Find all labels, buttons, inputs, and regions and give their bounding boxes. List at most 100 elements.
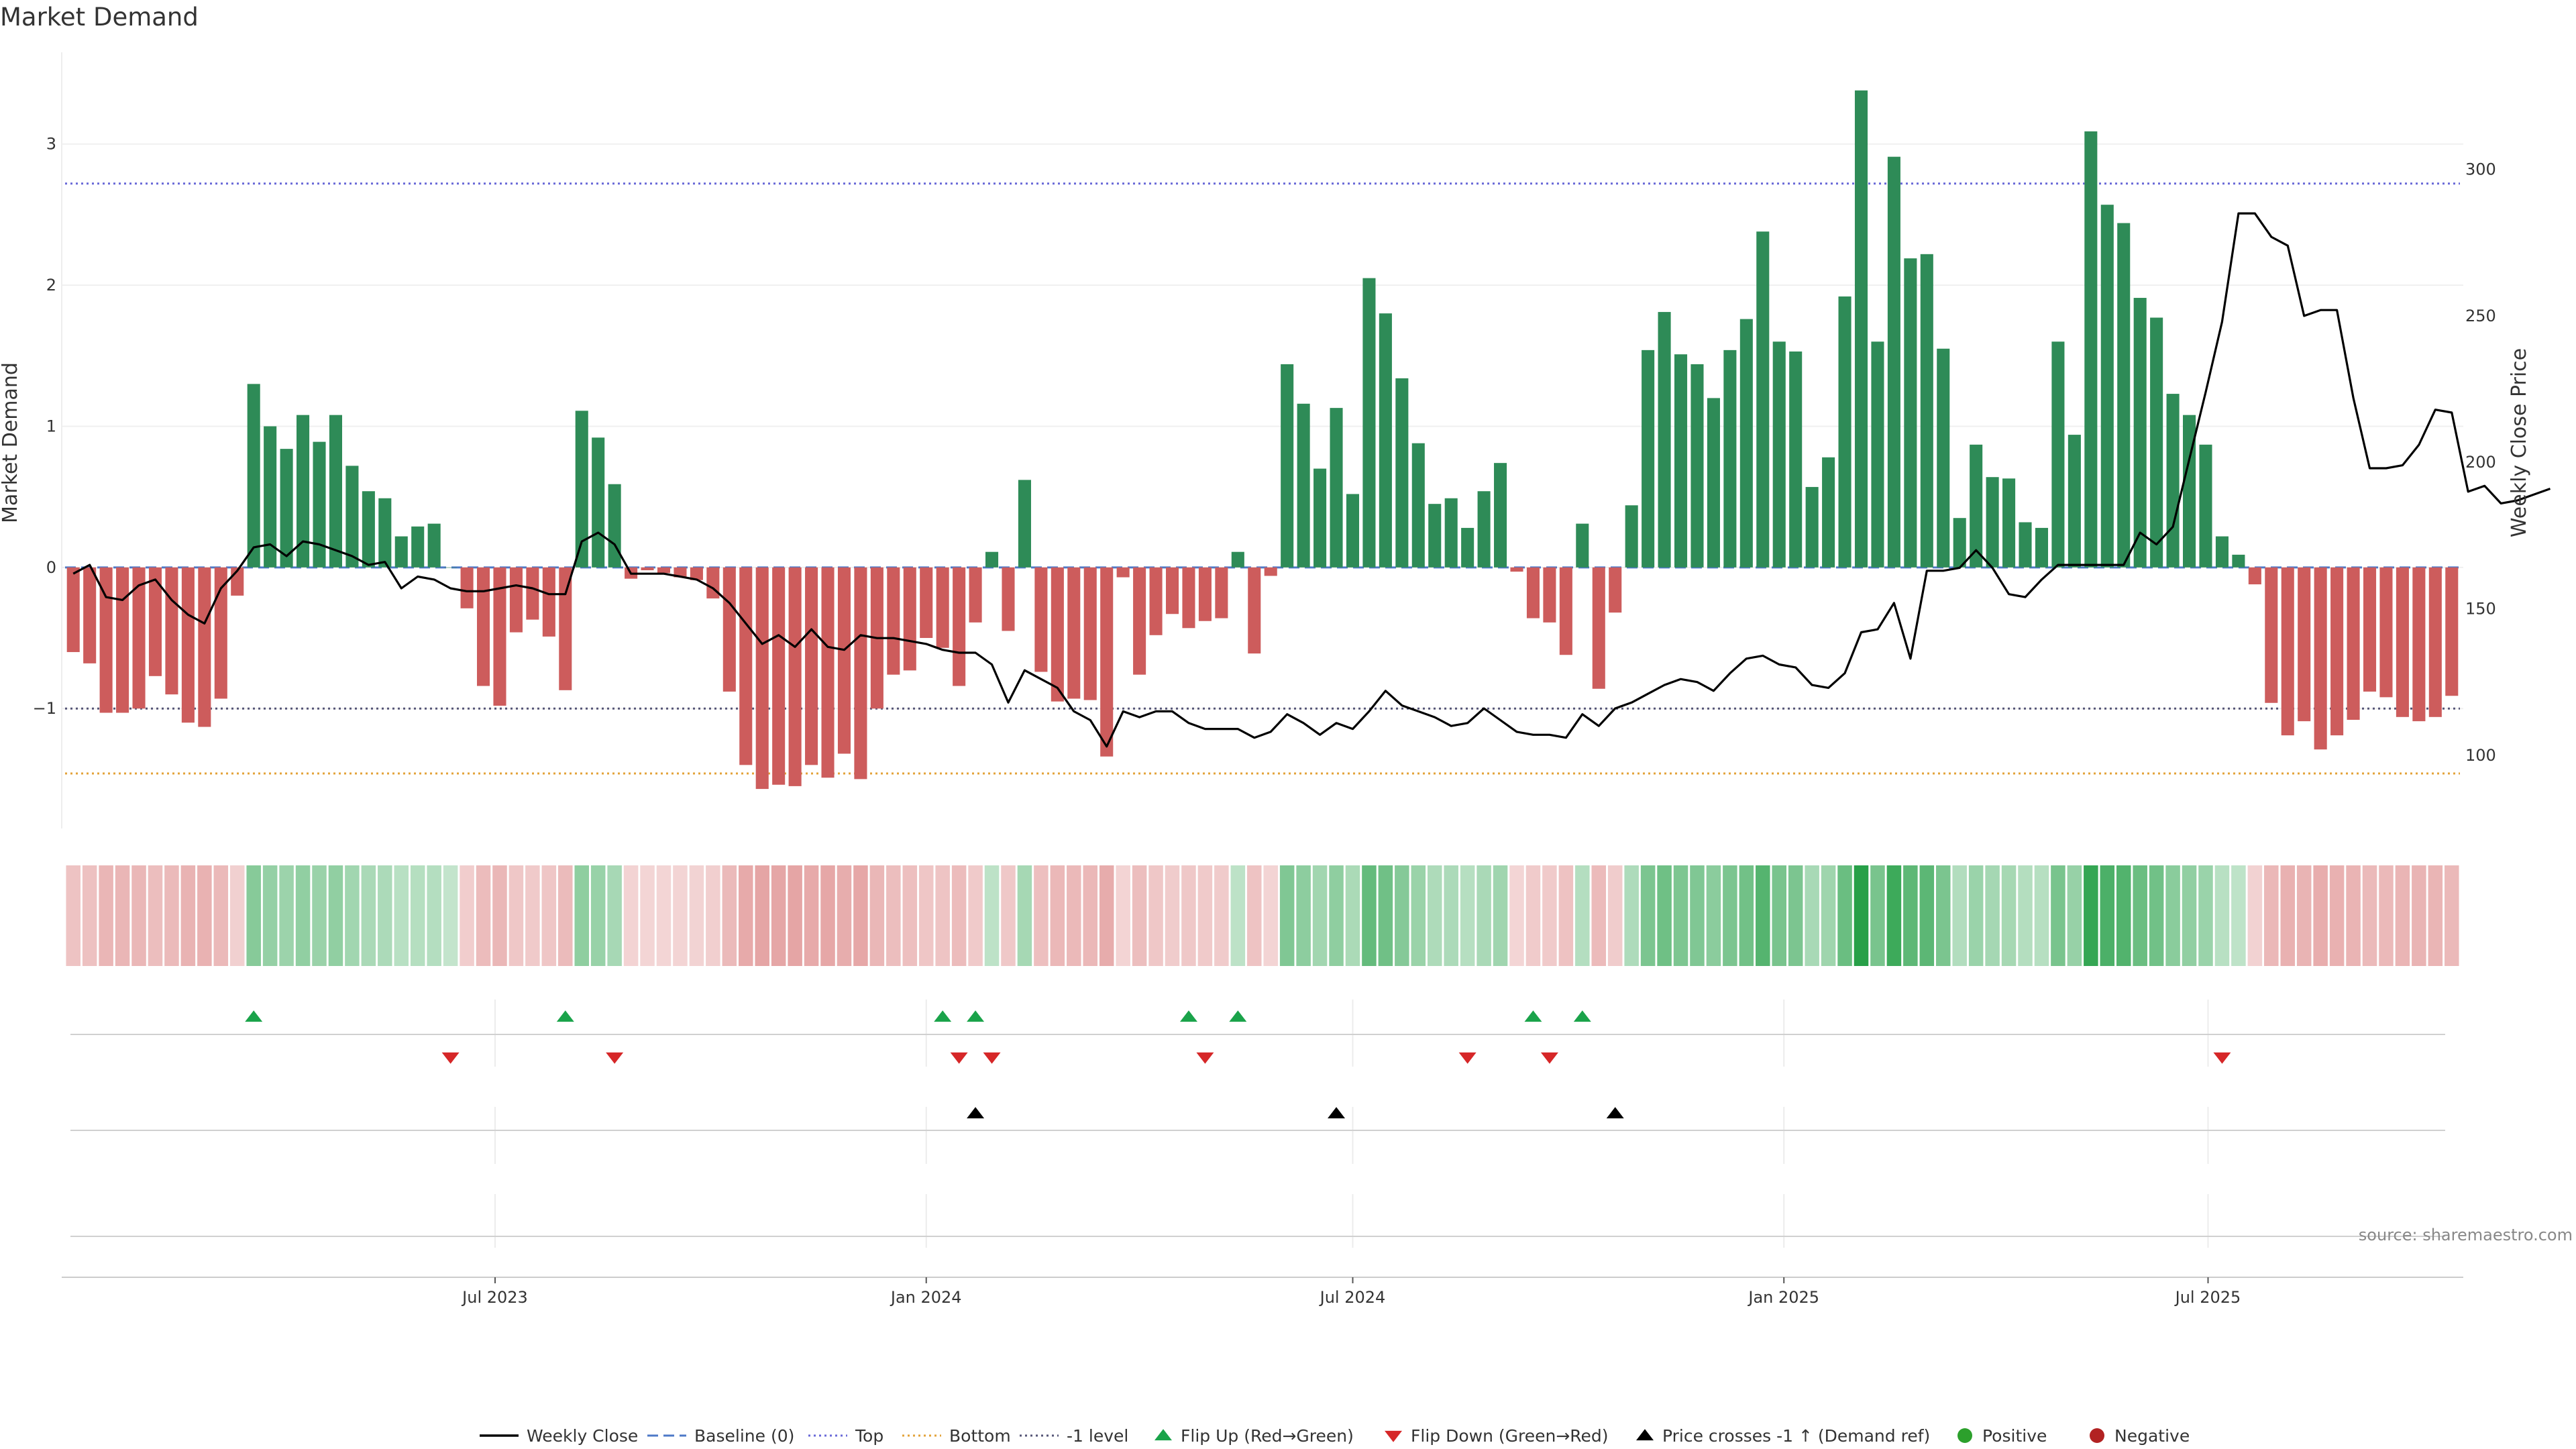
demand-bar [280,449,293,568]
left-axis-title: Market Demand [0,362,22,523]
x-tick-label: Jul 2024 [1319,1288,1386,1307]
demand-bar [887,567,900,675]
heat-cell [66,865,80,966]
heat-cell [1640,865,1656,966]
price-cross-marker [1328,1107,1346,1119]
price-cross-marker [967,1107,985,1119]
heat-cell [2379,865,2394,966]
flip-down-marker [983,1052,1001,1064]
demand-bar [739,567,753,765]
flip-down-marker [1196,1052,1214,1064]
demand-bar [985,551,999,568]
heat-cell [2182,865,2197,966]
heat-cell [2428,865,2443,966]
heat-cell [1345,865,1360,966]
heat-cell [1739,865,1754,966]
demand-bar [2347,567,2360,720]
demand-bar [1609,567,1622,613]
heat-cell [1378,865,1393,966]
heat-cell [2346,865,2361,966]
legend-label: Baseline (0) [694,1426,794,1446]
demand-bar [2298,567,2311,722]
heat-cell [2133,865,2147,966]
heat-cell [1395,865,1409,966]
demand-bar [1707,398,1720,568]
demand-bar [2117,223,2131,568]
right-axis-title: Weekly Close Price [2508,348,2531,537]
heat-cell [755,865,769,966]
demand-bar [674,567,687,578]
demand-bar [1625,505,1638,568]
heat-cell [1165,865,1180,966]
demand-bar [1904,258,1917,568]
demand-bar [1379,313,1392,568]
demand-bar [181,567,195,723]
demand-bar [362,491,375,568]
demand-bar [953,567,966,686]
x-axis-ticks: Jul 2023 Jan 2024 Jul 2024 Jan 2025 Jul 2025 [62,1277,2463,1307]
heat-cell [2362,865,2377,966]
heat-cell [739,865,753,966]
demand-bar [2281,567,2294,736]
demand-bar [1067,567,1081,699]
heat-cell [1657,865,1672,966]
heat-cell [99,865,113,966]
x-tick-label: Jan 2025 [1747,1288,1819,1307]
heat-cell [1968,865,1984,966]
demand-bar [1871,341,1884,568]
demand-bar [1018,480,1031,568]
flip-down-marker [441,1052,460,1064]
heat-cell [1132,865,1147,966]
heat-cell [2296,865,2312,966]
heat-cell [1542,865,1557,966]
flip-up-marker [967,1010,985,1022]
flip-down-markers [441,1052,2231,1064]
demand-bar [1100,567,1114,757]
main-panel: −1 0 1 2 3 100 150 200 250 300 Market Demand Wee… [0,52,2551,828]
heat-cell [180,865,196,966]
heat-cell [1493,865,1508,966]
heat-cell [2395,865,2410,966]
demand-bar [821,567,835,778]
demand-bar [1592,567,1605,689]
demand-bar [83,567,97,663]
demand-bar [378,498,392,568]
heat-cell [2247,865,2263,966]
heat-cell [1772,865,1786,966]
demand-bar [1822,457,1835,568]
flip-up-marker [1229,1010,1247,1022]
heat-cell [918,865,934,966]
demand-bar [722,567,736,692]
demand-bar [1444,498,1458,568]
demand-bar [1805,486,1819,568]
flip-up-marker [245,1010,263,1022]
demand-bar [329,415,342,568]
left-tick-label: 3 [46,135,56,154]
heat-cell [590,865,606,966]
demand-bar [1543,567,1556,623]
heat-cell [2034,865,2049,966]
heat-cell [574,865,589,966]
heat-cell [2067,865,2082,966]
heat-cell [869,865,885,966]
demand-bar [1658,312,1671,568]
demand-bar [1051,567,1064,702]
demand-bar [608,484,621,568]
demand-bar [1576,523,1589,568]
heat-cell [1509,865,1524,966]
heat-cell [1624,865,1639,966]
flip-up-marker [1573,1010,1591,1022]
x-tick-label: Jul 2025 [2174,1288,2241,1307]
heat-cell [1477,865,1491,966]
demand-bar [854,567,867,780]
x-tick-label: Jul 2023 [461,1288,528,1307]
demand-bar [2396,567,2409,717]
heat-cell [968,865,983,966]
heat-cell [1870,865,1885,966]
right-tick-label: 300 [2465,160,2496,179]
legend-label: Weekly Close [527,1426,638,1446]
heat-cell [1706,865,1721,966]
heat-cell [853,865,868,966]
demand-bar [936,567,949,648]
heat-cell [525,865,540,966]
